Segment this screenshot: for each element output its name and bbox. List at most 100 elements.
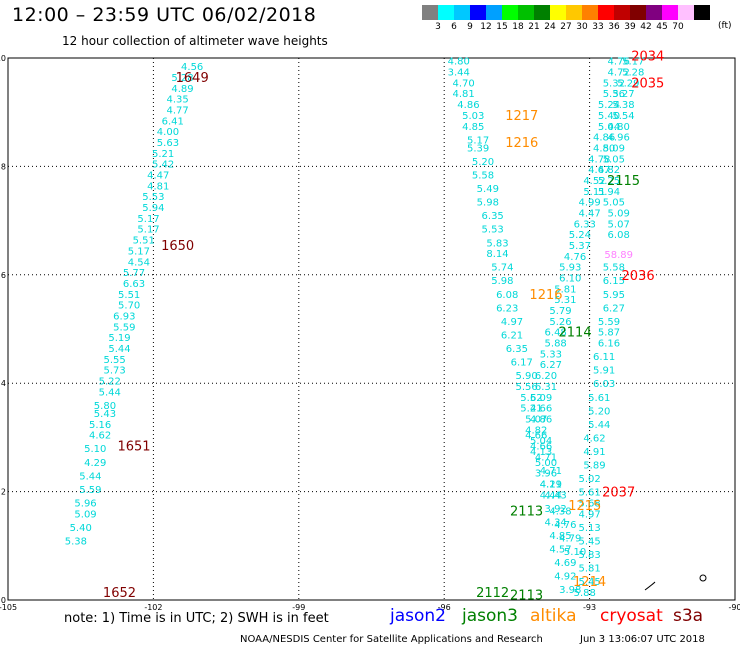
wave-height-label: 4.96 [608, 133, 630, 144]
legend-swatch [662, 5, 678, 20]
wave-height-label: 4.79 [559, 534, 581, 545]
wave-height-label: 5.10 [84, 444, 106, 455]
wave-height-label: 5.70 [118, 301, 140, 312]
time-label: 1652 [103, 586, 136, 601]
y-tick-label: 0 [1, 596, 6, 605]
color-legend: 3 6 9 12 15 18 21 24 27 30 33 36 39 42 45 70 [422, 5, 740, 34]
wave-height-label: 5.91 [593, 366, 615, 377]
y-tick-label: 6 [1, 271, 6, 280]
wave-height-label: 5.53 [142, 192, 164, 203]
wave-height-label: 4.11 [540, 479, 562, 490]
time-label: 2035 [631, 76, 664, 91]
x-tick-label: -96 [438, 603, 451, 612]
wave-height-label: 5.04 [598, 122, 620, 133]
wave-height-label: 4.69 [554, 558, 576, 569]
legend-swatch [646, 5, 662, 20]
legend-label: 27 [560, 22, 572, 32]
wave-height-label: 6.08 [496, 290, 518, 301]
x-tick-label: -99 [292, 603, 305, 612]
wave-height-label: 5.21 [520, 404, 542, 415]
wave-height-label: 5.58 [603, 263, 625, 274]
legend-label: 30 [576, 22, 588, 32]
legend-swatch [534, 5, 550, 20]
wave-height-label: 5.22 [99, 376, 121, 387]
x-tick-label: -105 [0, 603, 17, 612]
wave-height-label: 4.76 [608, 57, 630, 68]
wave-height-label: 5.88 [545, 339, 567, 350]
wave-height-label: 5.44 [99, 387, 121, 398]
legend-swatch [486, 5, 502, 20]
wave-height-label: 4.44 [540, 490, 562, 501]
satellite-jason3-label: jason3 [462, 606, 518, 626]
wave-height-label: 5.52 [520, 393, 542, 404]
wave-height-label: 5.95 [603, 290, 625, 301]
wave-height-label: 5.21 [152, 149, 174, 160]
wave-height-label: 4.76 [554, 520, 576, 531]
wave-height-label: 5.77 [123, 268, 145, 279]
wave-height-label: 5.45 [578, 536, 600, 547]
legend-label: 70 [672, 22, 684, 32]
wave-height-label: 5.26 [549, 317, 571, 328]
wave-height-label: 5.05 [603, 198, 625, 209]
legend-label: 6 [451, 22, 457, 32]
wave-height-label: 5.49 [477, 184, 499, 195]
legend-label: 3 [435, 22, 441, 32]
wave-height-label: 4.57 [549, 545, 571, 556]
legend-swatch [598, 5, 614, 20]
wave-height-label: 5.20 [472, 157, 494, 168]
wave-height-label: 6.20 [535, 371, 557, 382]
wave-height-label: 4.99 [578, 198, 600, 209]
wave-height-label: 5.51 [118, 290, 140, 301]
credit-timestamp: Jun 3 13:06:07 UTC 2018 [580, 634, 705, 645]
y-tick-label: 2 [1, 488, 6, 497]
wave-height-label: 5.93 [559, 263, 581, 274]
wave-height-label: 5.17 [137, 225, 159, 236]
footer-note: note: 1) Time is in UTC; 2) SWH is in fe… [64, 611, 329, 626]
wave-height-label: 5.05 [603, 154, 625, 165]
wave-height-label: 5.51 [133, 236, 155, 247]
time-label: 2113 [510, 505, 543, 520]
wave-height-label: 4.29 [540, 479, 562, 490]
wave-height-label: 4.81 [452, 89, 474, 100]
wave-height-label: 5.24 [598, 100, 620, 111]
legend-label: 36 [608, 22, 620, 32]
wave-height-label: 4.89 [171, 84, 193, 95]
time-label: 1649 [176, 71, 209, 86]
wave-height-label: 6.10 [559, 274, 581, 285]
wave-height-label: 5.83 [486, 238, 508, 249]
wave-height-label: 4.77 [167, 105, 189, 116]
wave-height-label: 5.02 [578, 474, 600, 485]
legend-swatch [678, 5, 694, 20]
wave-height-label: 5.42 [152, 160, 174, 171]
wave-height-label: 5.32 [603, 78, 625, 89]
wave-height-label: 5.40 [598, 111, 620, 122]
wave-height-label: 5.07 [525, 414, 547, 425]
x-tick-label: -102 [144, 603, 162, 612]
wave-height-label: 4.80 [448, 57, 470, 68]
satellite-cryosat-label: cryosat [600, 606, 663, 626]
chart-subtitle: 12 hour collection of altimeter wave hei… [62, 34, 328, 48]
wave-height-label: 5.80 [94, 401, 116, 412]
wave-height-label: 4.66 [525, 431, 547, 442]
time-label: 1216 [529, 288, 562, 303]
wave-height-label: 5.44 [79, 471, 101, 482]
satellite-altika-label: altika [530, 606, 577, 626]
wave-height-label: 5.98 [477, 198, 499, 209]
wave-height-label: 6.35 [506, 344, 528, 355]
wave-height-label: 4.00 [157, 127, 179, 138]
wave-height-label: 4.78 [588, 154, 610, 165]
wave-height-label: 6.31 [535, 382, 557, 393]
legend-swatch [502, 5, 518, 20]
time-label: 2112 [476, 586, 509, 601]
legend-swatch [422, 5, 438, 20]
wave-height-label: 5.40 [70, 523, 92, 534]
wave-height-label: 6.15 [603, 276, 625, 287]
wave-height-label: 5.33 [540, 349, 562, 360]
wave-height-label: 5.09 [608, 208, 630, 219]
wave-height-label: 4.67 [588, 165, 610, 176]
wave-height-label: 4.52 [583, 176, 605, 187]
legend-swatch [582, 5, 598, 20]
wave-height-label: 6.23 [496, 303, 518, 314]
time-label: 2113 [510, 589, 543, 604]
wave-height-label: 6.16 [598, 339, 620, 350]
